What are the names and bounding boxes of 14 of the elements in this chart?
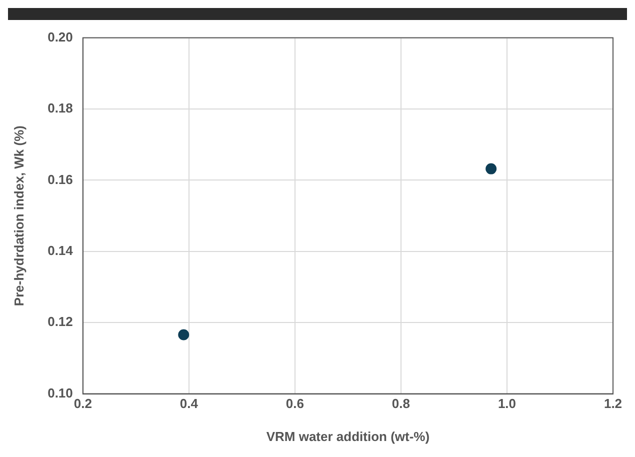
x-tick-label: 1.2 [604, 396, 622, 412]
y-tick-label: 0.10 [48, 385, 73, 400]
x-tick-label: 0.6 [286, 396, 304, 412]
x-tick-label: 0.4 [180, 396, 199, 412]
x-tick-label: 0.8 [392, 396, 410, 412]
y-axis-title: Pre-hydrdation index, Wk (%) [11, 126, 26, 306]
x-tick-label: 1.0 [498, 396, 516, 412]
y-tick-label: 0.14 [48, 242, 74, 258]
y-tick-label: 0.18 [48, 100, 73, 116]
x-axis-title: VRM water addition (wt-%) [266, 428, 430, 444]
y-tick-label: 0.12 [48, 314, 73, 330]
y-tick-label: 0.16 [48, 172, 73, 187]
x-tick-label: 0.2 [74, 396, 92, 412]
y-tick-label: 0.20 [48, 29, 73, 44]
